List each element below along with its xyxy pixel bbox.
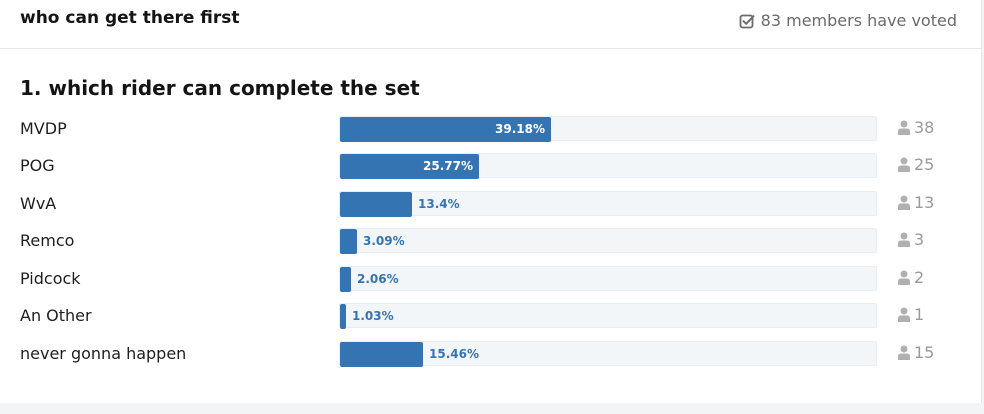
voter-count-value: 2 [914,268,925,287]
user-icon [898,120,910,135]
voter-count-value: 15 [914,343,935,362]
check-square-icon [739,14,755,28]
result-bar-fill [340,267,351,292]
poll-option-row: Remco 3.09% 3 [0,228,981,254]
voter-count[interactable]: 13 [898,193,934,212]
option-label: never gonna happen [20,344,187,363]
user-icon [898,345,910,360]
user-icon [898,232,910,247]
option-label: Remco [20,231,75,250]
result-bar-fill [340,117,551,142]
voter-count[interactable]: 3 [898,230,924,249]
result-bar-fill [340,154,479,179]
votes-summary: 83 members have voted [739,11,957,30]
result-bar-track: 2.06% [339,266,877,292]
option-label: Pidcock [20,269,81,288]
result-bar-track: 1.03% [339,303,877,329]
result-bar-fill [340,304,346,329]
result-bar-track: 25.77% [339,153,877,179]
poll-title: who can get there first [20,8,240,28]
voter-count-value: 38 [914,118,935,137]
voter-count-value: 25 [914,155,935,174]
result-bar-track: 39.18% [339,116,877,142]
poll-option-row: Pidcock 2.06% 2 [0,266,981,292]
poll-question: 1. which rider can complete the set [20,76,420,100]
votes-count-text: 83 members have voted [760,11,957,30]
voter-count-value: 13 [914,193,935,212]
result-bar-fill [340,342,423,367]
poll-option-row: WvA 13.4% 13 [0,191,981,217]
voter-count[interactable]: 2 [898,268,924,287]
result-bar-track: 15.46% [339,341,877,367]
voter-count[interactable]: 1 [898,305,924,324]
poll-block: who can get there first 83 members have … [0,0,982,403]
voter-count[interactable]: 15 [898,343,934,362]
result-percent: 15.46% [429,347,479,361]
result-bar-fill [340,192,412,217]
result-percent: 25.77% [423,159,473,173]
result-percent: 3.09% [363,234,405,248]
result-percent: 2.06% [357,272,399,286]
option-label: An Other [20,306,92,325]
option-label: WvA [20,194,57,213]
poll-option-row: An Other 1.03% 1 [0,303,981,329]
result-bar-track: 3.09% [339,228,877,254]
option-label: POG [20,156,55,175]
user-icon [898,195,910,210]
user-icon [898,307,910,322]
result-percent: 39.18% [495,122,545,136]
poll-option-row: MVDP 39.18% 38 [0,116,981,142]
user-icon [898,157,910,172]
result-percent: 13.4% [418,197,460,211]
result-bar-track: 13.4% [339,191,877,217]
poll-header: who can get there first 83 members have … [0,0,981,49]
user-icon [898,270,910,285]
voter-count[interactable]: 25 [898,155,934,174]
poll-option-row: POG 25.77% 25 [0,153,981,179]
poll-option-row: never gonna happen 15.46% 15 [0,341,981,367]
voter-count-value: 1 [914,305,925,324]
result-percent: 1.03% [352,309,394,323]
voter-count-value: 3 [914,230,925,249]
option-label: MVDP [20,119,67,138]
voter-count[interactable]: 38 [898,118,934,137]
result-bar-fill [340,229,357,254]
